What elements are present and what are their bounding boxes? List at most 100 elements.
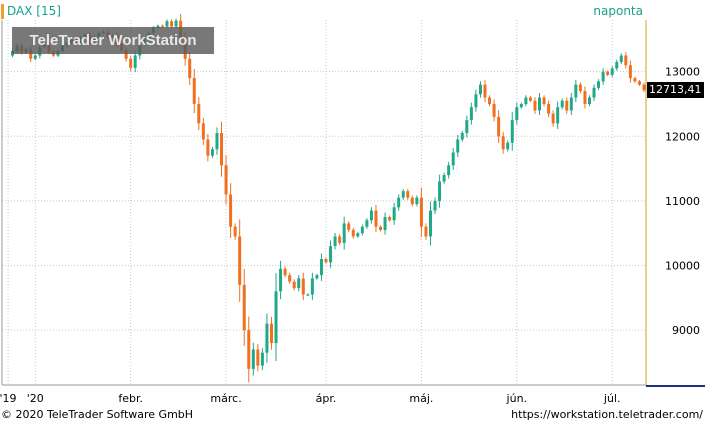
candle-body xyxy=(565,100,569,111)
candle-body xyxy=(260,352,264,366)
candle-body xyxy=(628,65,632,79)
candle-body xyxy=(288,275,292,282)
candle-body xyxy=(301,278,305,295)
candle-body xyxy=(560,100,564,108)
candle-body xyxy=(347,223,351,230)
copyright-text: © 2020 TeleTrader Software GmbH xyxy=(1,408,194,421)
candles xyxy=(11,14,646,383)
candle-body xyxy=(447,165,451,176)
candle-body xyxy=(242,284,246,331)
candle-body xyxy=(397,197,401,208)
candle-body xyxy=(556,107,560,124)
candle-body xyxy=(374,210,378,227)
candle-body xyxy=(519,103,523,108)
x-tick-label: '20 xyxy=(27,392,44,405)
y-tick-label: 9000 xyxy=(672,324,700,337)
interval-label[interactable]: naponta xyxy=(593,4,643,18)
candle-body xyxy=(379,226,383,230)
y-tick-label: 11000 xyxy=(665,195,700,208)
candle-body xyxy=(215,133,219,150)
candle-body xyxy=(488,97,492,104)
candle-body xyxy=(365,220,369,227)
candle-body xyxy=(224,165,228,195)
candle-body xyxy=(478,84,482,95)
candle-body xyxy=(265,323,269,353)
candle-body xyxy=(333,236,337,247)
candle-body xyxy=(469,107,473,121)
candle-body xyxy=(188,58,192,79)
candle-body xyxy=(642,84,646,91)
candle-body xyxy=(574,84,578,98)
candle-body xyxy=(465,120,469,134)
candle-body xyxy=(428,210,432,237)
candle-body xyxy=(401,191,405,198)
candle-body xyxy=(583,91,587,104)
candle-body xyxy=(637,81,641,85)
candle-body xyxy=(587,97,591,104)
candle-body xyxy=(610,68,614,75)
x-tick-label: márc. xyxy=(210,392,241,405)
x-tick-label: febr. xyxy=(118,392,143,405)
candle-body xyxy=(438,181,442,201)
candle-body xyxy=(633,78,637,82)
candle-body xyxy=(315,275,319,279)
candle-body xyxy=(510,120,514,143)
candle-body xyxy=(506,142,510,150)
candle-body xyxy=(269,323,273,344)
symbol-color-marker xyxy=(1,3,4,19)
candle-body xyxy=(474,94,478,108)
candle-body xyxy=(615,61,619,69)
candle-body xyxy=(392,207,396,221)
x-tick-label: jún. xyxy=(506,392,528,405)
candle-body xyxy=(606,71,610,75)
candle-body xyxy=(592,87,596,98)
candle-body xyxy=(492,103,496,117)
candle-body xyxy=(247,330,251,369)
candle-body xyxy=(578,84,582,92)
candle-body xyxy=(342,223,346,243)
candle-body xyxy=(279,268,283,292)
watermark: TeleTrader WorkStation xyxy=(12,27,214,54)
candle-body xyxy=(329,246,333,263)
candle-body xyxy=(324,259,328,263)
x-tick-label: ápr. xyxy=(316,392,337,405)
candle-body xyxy=(351,229,355,237)
candle-body xyxy=(274,291,278,344)
candle-body xyxy=(310,278,314,295)
candle-body xyxy=(160,25,164,27)
source-url[interactable]: https://workstation.teletrader.com/ xyxy=(511,408,703,421)
candle-body xyxy=(569,97,573,111)
candle-body xyxy=(433,200,437,211)
candle-body xyxy=(233,226,237,237)
candle-body xyxy=(220,133,224,166)
candle-body xyxy=(383,217,387,230)
candle-body xyxy=(501,136,505,150)
candle-body xyxy=(192,78,196,104)
candle-body xyxy=(538,97,542,111)
candle-body xyxy=(356,233,360,237)
candle-body xyxy=(619,55,623,62)
candle-body xyxy=(292,281,296,289)
x-tick-label: júl. xyxy=(603,392,621,405)
x-tick-label: '19 xyxy=(0,392,17,405)
candle-body xyxy=(424,226,428,237)
candle-body xyxy=(319,259,323,276)
candle-body xyxy=(251,349,255,369)
candle-body xyxy=(206,139,210,156)
candle-body xyxy=(201,123,205,140)
candle-body xyxy=(174,20,178,27)
candle-body xyxy=(528,97,532,101)
candle-body xyxy=(133,55,137,68)
symbol-label[interactable]: DAX [15] xyxy=(7,4,61,18)
candle-body xyxy=(597,81,601,88)
candle-body xyxy=(197,103,201,124)
candle-body xyxy=(369,210,373,221)
candle-body xyxy=(542,97,546,104)
y-tick-label: 13000 xyxy=(665,66,700,79)
candle-body xyxy=(156,25,160,28)
candle-body xyxy=(297,278,301,289)
candle-body xyxy=(601,71,605,82)
candle-body xyxy=(547,103,551,114)
